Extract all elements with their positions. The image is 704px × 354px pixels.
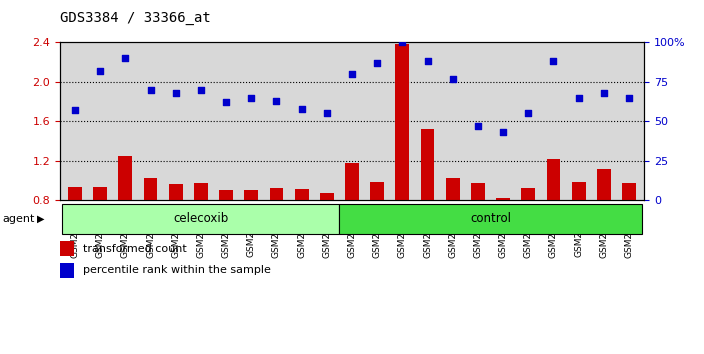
Bar [622, 183, 636, 200]
Bar [546, 159, 560, 200]
Point [271, 98, 282, 104]
Point [447, 76, 458, 81]
Bar [93, 187, 107, 200]
Point [472, 123, 484, 129]
Point [69, 107, 80, 113]
Bar [339, 204, 641, 234]
Text: GDS3384 / 33366_at: GDS3384 / 33366_at [60, 11, 210, 25]
Point [624, 95, 635, 101]
Bar [396, 45, 409, 200]
Bar [60, 241, 75, 256]
Bar [219, 190, 233, 200]
Bar [60, 263, 75, 278]
Point [296, 106, 307, 112]
Bar [345, 162, 359, 200]
Point [120, 55, 131, 61]
Point [372, 60, 383, 66]
Bar [320, 193, 334, 200]
Point [548, 58, 559, 64]
Bar [244, 190, 258, 200]
Text: transformed count: transformed count [83, 244, 187, 254]
Bar [295, 189, 308, 200]
Point [220, 99, 232, 105]
Point [346, 71, 358, 77]
Bar [446, 178, 460, 200]
Point [170, 90, 182, 96]
Bar [572, 182, 586, 200]
Text: celecoxib: celecoxib [173, 212, 229, 225]
Bar [144, 178, 158, 200]
Point [422, 58, 433, 64]
Text: percentile rank within the sample: percentile rank within the sample [83, 265, 271, 275]
Point [522, 110, 534, 116]
Point [195, 87, 206, 93]
Text: ▶: ▶ [37, 213, 44, 224]
Bar [471, 183, 485, 200]
Point [498, 130, 509, 135]
Bar [169, 184, 182, 200]
Point [321, 110, 332, 116]
Point [573, 95, 584, 101]
Text: agent: agent [2, 213, 34, 224]
Bar [597, 170, 611, 200]
Point [397, 40, 408, 45]
Bar [194, 183, 208, 200]
Bar [420, 129, 434, 200]
Point [145, 87, 156, 93]
Point [598, 90, 610, 96]
Bar [522, 188, 535, 200]
Point [94, 68, 106, 74]
Bar [370, 182, 384, 200]
Bar [270, 188, 284, 200]
Text: control: control [470, 212, 511, 225]
Point [246, 95, 257, 101]
Bar [63, 204, 339, 234]
Bar [68, 187, 82, 200]
Bar [118, 156, 132, 200]
Bar [496, 198, 510, 200]
